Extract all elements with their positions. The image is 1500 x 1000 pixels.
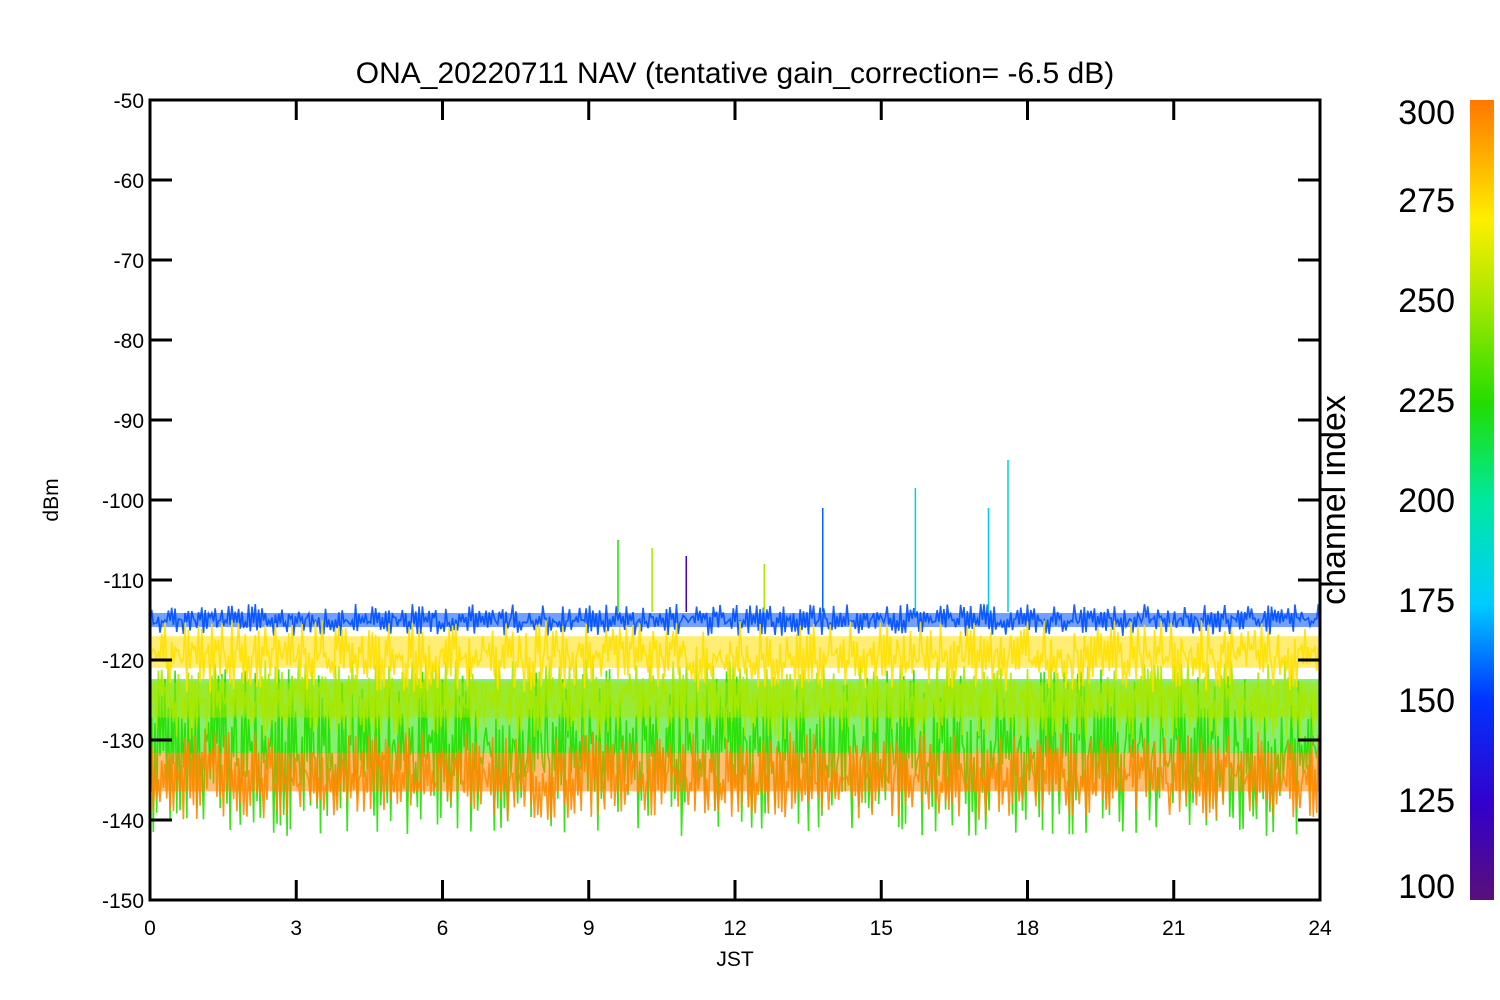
y-tick-label: -130	[102, 730, 144, 753]
series-band	[151, 752, 1320, 792]
y-tick-label: -150	[102, 890, 144, 913]
x-tick-label: 0	[144, 917, 156, 940]
colorbar-tick-label: 200	[1398, 482, 1455, 520]
x-tick-label: 9	[583, 917, 595, 940]
colorbar-tick-label: 275	[1398, 182, 1455, 220]
x-tick-label: 15	[870, 917, 893, 940]
x-tick-label: 24	[1308, 917, 1332, 940]
series-band	[151, 682, 1320, 718]
colorbar-tick-label: 150	[1398, 682, 1455, 720]
colorbar	[1470, 100, 1494, 900]
x-tick-label: 3	[290, 917, 302, 940]
y-tick-label: -140	[102, 810, 144, 833]
x-tick-label: 12	[723, 917, 746, 940]
x-axis-title: JST	[716, 948, 754, 971]
chart-title: ONA_20220711 NAV (tentative gain_correct…	[356, 57, 1115, 90]
x-tick-label: 18	[1016, 917, 1039, 940]
y-tick-label: -70	[114, 250, 144, 273]
plot-area	[151, 460, 1320, 836]
y-tick-label: -50	[114, 90, 144, 113]
colorbar-tick-label: 100	[1398, 868, 1455, 906]
y-axis: -50 -60 -70 -80 -90 -100 -110 -120 -130 -140 -150	[102, 90, 1320, 913]
x-tick-label: 6	[437, 917, 449, 940]
y-tick-label: -80	[114, 330, 144, 353]
colorbar-tick-label: 250	[1398, 282, 1455, 320]
colorbar-tick-label: 125	[1398, 782, 1455, 820]
y-tick-label: -110	[104, 570, 144, 593]
colorbar-tick-label: 225	[1398, 382, 1455, 420]
y-tick-label: -100	[102, 490, 144, 513]
colorbar-title: channel index	[1315, 395, 1353, 605]
colorbar-tick-label: 300	[1398, 94, 1455, 132]
colorbar-ticks: 300 275 250 225 200 175 150 125 100	[1398, 94, 1455, 906]
x-axis: 0 3 6 9 12 15 18 21 24	[144, 100, 1332, 940]
x-tick-label: 21	[1162, 917, 1185, 940]
y-tick-label: -90	[114, 410, 144, 433]
y-axis-title: dBm	[40, 478, 63, 521]
y-tick-label: -120	[102, 650, 144, 673]
series-band	[151, 636, 1320, 668]
y-tick-label: -60	[114, 170, 144, 193]
colorbar-tick-label: 175	[1398, 582, 1455, 620]
